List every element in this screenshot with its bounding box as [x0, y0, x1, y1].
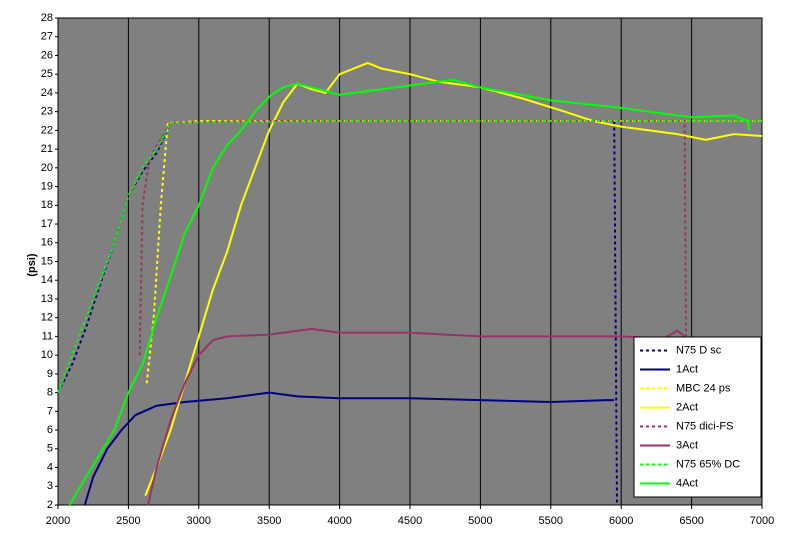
- y-tick-label: 26: [41, 49, 53, 61]
- series-line: [57, 120, 762, 393]
- x-tick-label: 7000: [750, 515, 774, 527]
- y-tick-label: 21: [41, 143, 53, 155]
- x-tick-label: 3000: [187, 515, 211, 527]
- y-tick-label: 10: [41, 349, 53, 361]
- x-tick-label: 4500: [398, 515, 422, 527]
- legend-label: 1Act: [676, 363, 698, 375]
- x-tick-label: 3500: [257, 515, 281, 527]
- y-tick-label: 27: [41, 31, 53, 43]
- series-line: [144, 61, 763, 496]
- x-tick-label: 6500: [679, 515, 703, 527]
- y-tick-label: 25: [41, 68, 53, 80]
- legend-label: MBC 24 ps: [676, 382, 731, 394]
- legend-label: 4Act: [676, 477, 698, 489]
- y-tick-label: 5: [47, 443, 53, 455]
- y-tick-label: 17: [41, 218, 53, 230]
- y-axis-label: (psi): [26, 253, 38, 277]
- series-line: [68, 78, 751, 506]
- y-tick-label: 20: [41, 162, 53, 174]
- y-tick-label: 11: [42, 330, 53, 342]
- y-tick-label: 12: [41, 312, 53, 324]
- y-tick-label: 9: [47, 368, 53, 380]
- x-tick-label: 2000: [46, 515, 70, 527]
- legend-label: 3Act: [676, 439, 698, 451]
- y-tick-label: 6: [47, 424, 53, 436]
- y-tick-label: 4: [47, 461, 53, 473]
- y-tick-label: 22: [41, 124, 53, 136]
- x-tick-label: 2500: [116, 515, 140, 527]
- legend-label: 2Act: [676, 401, 698, 413]
- y-tick-label: 23: [41, 106, 53, 118]
- legend-label: N75 D sc: [676, 344, 722, 356]
- y-tick-label: 28: [41, 12, 53, 24]
- legend-label: N75 65% DC: [676, 458, 740, 470]
- y-tick-label: 15: [41, 255, 53, 267]
- x-tick-label: 5500: [539, 515, 563, 527]
- y-tick-label: 2: [47, 499, 53, 511]
- y-tick-label: 19: [41, 180, 53, 192]
- legend: [633, 336, 762, 498]
- y-tick-label: 13: [41, 293, 53, 305]
- series-line: [57, 120, 618, 506]
- y-tick-label: 14: [41, 274, 53, 286]
- x-tick-label: 5000: [468, 515, 492, 527]
- y-tick-label: 7: [47, 405, 53, 417]
- y-tick-label: 16: [41, 237, 53, 249]
- series-line: [83, 391, 615, 506]
- legend-label: N75 dici-FS: [676, 420, 733, 432]
- y-tick-label: 24: [41, 87, 53, 99]
- x-tick-label: 6000: [609, 515, 633, 527]
- x-tick-label: 4000: [327, 515, 351, 527]
- y-tick-label: 3: [47, 480, 53, 492]
- y-tick-label: 8: [47, 387, 53, 399]
- y-tick-label: 18: [41, 199, 53, 211]
